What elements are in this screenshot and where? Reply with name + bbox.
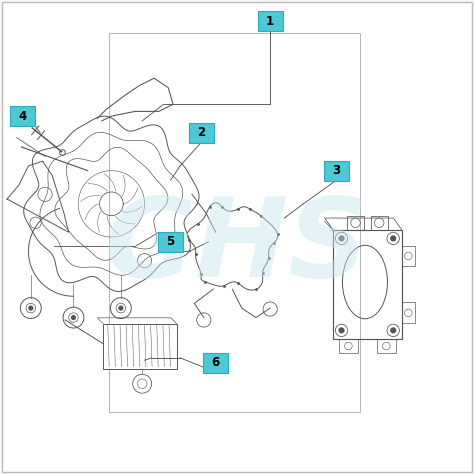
Text: 4: 4 bbox=[18, 109, 27, 123]
Circle shape bbox=[72, 316, 75, 319]
Circle shape bbox=[391, 236, 395, 241]
Text: 3: 3 bbox=[332, 164, 341, 177]
Bar bbox=[371, 216, 388, 230]
Bar bbox=[109, 33, 360, 412]
FancyBboxPatch shape bbox=[258, 11, 283, 31]
FancyBboxPatch shape bbox=[324, 161, 349, 181]
Text: 2: 2 bbox=[197, 126, 206, 139]
Circle shape bbox=[339, 236, 344, 241]
Bar bbox=[377, 339, 396, 353]
Text: 1: 1 bbox=[266, 15, 274, 28]
FancyBboxPatch shape bbox=[10, 106, 35, 126]
Bar bbox=[333, 230, 402, 339]
Bar bbox=[402, 246, 415, 266]
Text: 5: 5 bbox=[166, 235, 175, 248]
Bar bbox=[347, 216, 364, 230]
Circle shape bbox=[339, 328, 344, 333]
Bar bbox=[339, 339, 358, 353]
FancyBboxPatch shape bbox=[158, 232, 183, 252]
Text: 6: 6 bbox=[211, 356, 220, 369]
Circle shape bbox=[29, 306, 33, 310]
Bar bbox=[103, 323, 176, 369]
FancyBboxPatch shape bbox=[189, 123, 214, 143]
FancyBboxPatch shape bbox=[203, 353, 228, 373]
Circle shape bbox=[391, 328, 395, 333]
Circle shape bbox=[119, 306, 123, 310]
Text: GHS: GHS bbox=[105, 193, 369, 300]
Bar bbox=[402, 302, 415, 323]
